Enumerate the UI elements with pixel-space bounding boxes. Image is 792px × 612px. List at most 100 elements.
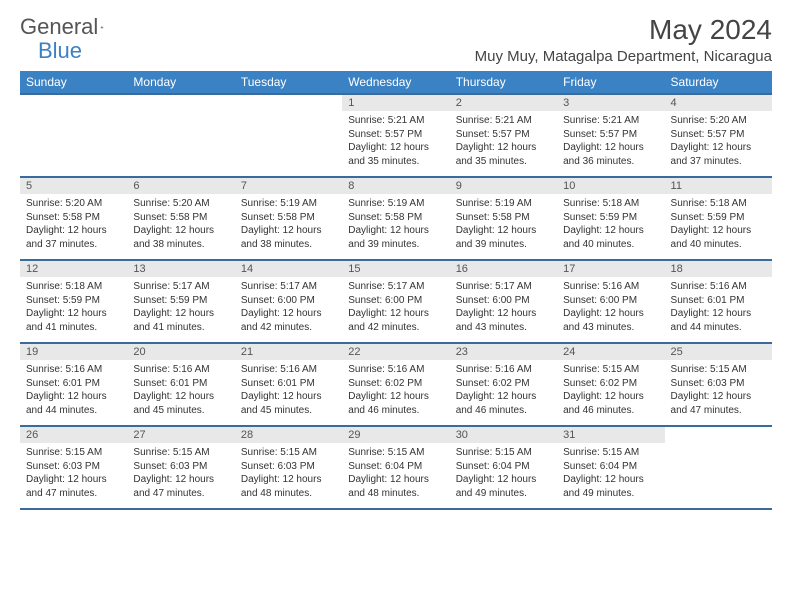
calendar-cell: 3Sunrise: 5:21 AMSunset: 5:57 PMDaylight… <box>557 94 664 177</box>
day-details: Sunrise: 5:16 AMSunset: 6:02 PMDaylight:… <box>342 360 449 425</box>
day-header: Friday <box>557 71 664 94</box>
brand-logo: General <box>20 14 122 40</box>
day-number: 25 <box>665 344 772 360</box>
day-details: Sunrise: 5:15 AMSunset: 6:03 PMDaylight:… <box>20 443 127 508</box>
day-number: 14 <box>235 261 342 277</box>
calendar-cell: 11Sunrise: 5:18 AMSunset: 5:59 PMDayligh… <box>665 177 772 260</box>
calendar-cell: 0 <box>665 426 772 509</box>
day-number: 15 <box>342 261 449 277</box>
day-details: Sunrise: 5:19 AMSunset: 5:58 PMDaylight:… <box>235 194 342 259</box>
day-header: Monday <box>127 71 234 94</box>
calendar-cell: 10Sunrise: 5:18 AMSunset: 5:59 PMDayligh… <box>557 177 664 260</box>
calendar-cell: 1Sunrise: 5:21 AMSunset: 5:57 PMDaylight… <box>342 94 449 177</box>
day-details: Sunrise: 5:17 AMSunset: 6:00 PMDaylight:… <box>235 277 342 342</box>
day-number: 16 <box>450 261 557 277</box>
calendar-cell: 8Sunrise: 5:19 AMSunset: 5:58 PMDaylight… <box>342 177 449 260</box>
day-number: 23 <box>450 344 557 360</box>
day-number: 19 <box>20 344 127 360</box>
calendar-cell: 21Sunrise: 5:16 AMSunset: 6:01 PMDayligh… <box>235 343 342 426</box>
day-number: 30 <box>450 427 557 443</box>
day-details: Sunrise: 5:20 AMSunset: 5:58 PMDaylight:… <box>20 194 127 259</box>
calendar-cell: 18Sunrise: 5:16 AMSunset: 6:01 PMDayligh… <box>665 260 772 343</box>
day-number: 5 <box>20 178 127 194</box>
day-number: 11 <box>665 178 772 194</box>
day-details: Sunrise: 5:18 AMSunset: 5:59 PMDaylight:… <box>20 277 127 342</box>
day-details: Sunrise: 5:17 AMSunset: 6:00 PMDaylight:… <box>342 277 449 342</box>
day-header: Sunday <box>20 71 127 94</box>
day-details: Sunrise: 5:16 AMSunset: 6:00 PMDaylight:… <box>557 277 664 342</box>
calendar-cell: 22Sunrise: 5:16 AMSunset: 6:02 PMDayligh… <box>342 343 449 426</box>
day-number: 21 <box>235 344 342 360</box>
sail-icon <box>100 18 104 36</box>
day-details: Sunrise: 5:21 AMSunset: 5:57 PMDaylight:… <box>342 111 449 176</box>
calendar-cell: 17Sunrise: 5:16 AMSunset: 6:00 PMDayligh… <box>557 260 664 343</box>
day-details: Sunrise: 5:15 AMSunset: 6:04 PMDaylight:… <box>557 443 664 508</box>
day-details: Sunrise: 5:16 AMSunset: 6:02 PMDaylight:… <box>450 360 557 425</box>
calendar-table: SundayMondayTuesdayWednesdayThursdayFrid… <box>20 71 772 510</box>
day-details: Sunrise: 5:15 AMSunset: 6:03 PMDaylight:… <box>665 360 772 425</box>
calendar-cell: 15Sunrise: 5:17 AMSunset: 6:00 PMDayligh… <box>342 260 449 343</box>
day-number: 31 <box>557 427 664 443</box>
calendar-cell: 4Sunrise: 5:20 AMSunset: 5:57 PMDaylight… <box>665 94 772 177</box>
day-details: Sunrise: 5:21 AMSunset: 5:57 PMDaylight:… <box>557 111 664 176</box>
calendar-cell: 26Sunrise: 5:15 AMSunset: 6:03 PMDayligh… <box>20 426 127 509</box>
calendar-cell: 14Sunrise: 5:17 AMSunset: 6:00 PMDayligh… <box>235 260 342 343</box>
day-number: 7 <box>235 178 342 194</box>
day-number: 29 <box>342 427 449 443</box>
calendar-cell: 23Sunrise: 5:16 AMSunset: 6:02 PMDayligh… <box>450 343 557 426</box>
day-details: Sunrise: 5:15 AMSunset: 6:02 PMDaylight:… <box>557 360 664 425</box>
day-details: Sunrise: 5:16 AMSunset: 6:01 PMDaylight:… <box>665 277 772 342</box>
calendar-cell: 0 <box>20 94 127 177</box>
day-number: 13 <box>127 261 234 277</box>
day-details: Sunrise: 5:19 AMSunset: 5:58 PMDaylight:… <box>342 194 449 259</box>
calendar-cell: 20Sunrise: 5:16 AMSunset: 6:01 PMDayligh… <box>127 343 234 426</box>
day-details: Sunrise: 5:16 AMSunset: 6:01 PMDaylight:… <box>127 360 234 425</box>
day-details: Sunrise: 5:15 AMSunset: 6:03 PMDaylight:… <box>127 443 234 508</box>
calendar-cell: 2Sunrise: 5:21 AMSunset: 5:57 PMDaylight… <box>450 94 557 177</box>
calendar-cell: 16Sunrise: 5:17 AMSunset: 6:00 PMDayligh… <box>450 260 557 343</box>
day-details: Sunrise: 5:15 AMSunset: 6:03 PMDaylight:… <box>235 443 342 508</box>
day-details: Sunrise: 5:15 AMSunset: 6:04 PMDaylight:… <box>342 443 449 508</box>
day-number: 28 <box>235 427 342 443</box>
day-details: Sunrise: 5:21 AMSunset: 5:57 PMDaylight:… <box>450 111 557 176</box>
calendar-cell: 28Sunrise: 5:15 AMSunset: 6:03 PMDayligh… <box>235 426 342 509</box>
day-number: 2 <box>450 95 557 111</box>
day-header: Wednesday <box>342 71 449 94</box>
calendar-cell: 30Sunrise: 5:15 AMSunset: 6:04 PMDayligh… <box>450 426 557 509</box>
calendar-cell: 12Sunrise: 5:18 AMSunset: 5:59 PMDayligh… <box>20 260 127 343</box>
day-details: Sunrise: 5:20 AMSunset: 5:58 PMDaylight:… <box>127 194 234 259</box>
calendar-cell: 9Sunrise: 5:19 AMSunset: 5:58 PMDaylight… <box>450 177 557 260</box>
calendar-cell: 19Sunrise: 5:16 AMSunset: 6:01 PMDayligh… <box>20 343 127 426</box>
day-number: 1 <box>342 95 449 111</box>
calendar-cell: 27Sunrise: 5:15 AMSunset: 6:03 PMDayligh… <box>127 426 234 509</box>
calendar-cell: 24Sunrise: 5:15 AMSunset: 6:02 PMDayligh… <box>557 343 664 426</box>
day-number: 24 <box>557 344 664 360</box>
calendar-cell: 31Sunrise: 5:15 AMSunset: 6:04 PMDayligh… <box>557 426 664 509</box>
day-details: Sunrise: 5:16 AMSunset: 6:01 PMDaylight:… <box>235 360 342 425</box>
month-title: May 2024 <box>475 14 772 46</box>
day-number: 22 <box>342 344 449 360</box>
day-header: Saturday <box>665 71 772 94</box>
brand-part2: Blue <box>38 38 82 64</box>
day-number: 6 <box>127 178 234 194</box>
day-number: 8 <box>342 178 449 194</box>
day-details: Sunrise: 5:19 AMSunset: 5:58 PMDaylight:… <box>450 194 557 259</box>
day-number: 27 <box>127 427 234 443</box>
calendar-cell: 25Sunrise: 5:15 AMSunset: 6:03 PMDayligh… <box>665 343 772 426</box>
day-number: 12 <box>20 261 127 277</box>
day-number: 26 <box>20 427 127 443</box>
calendar-cell: 6Sunrise: 5:20 AMSunset: 5:58 PMDaylight… <box>127 177 234 260</box>
day-details: Sunrise: 5:17 AMSunset: 5:59 PMDaylight:… <box>127 277 234 342</box>
calendar-cell: 7Sunrise: 5:19 AMSunset: 5:58 PMDaylight… <box>235 177 342 260</box>
brand-part1: General <box>20 14 98 40</box>
calendar-cell: 13Sunrise: 5:17 AMSunset: 5:59 PMDayligh… <box>127 260 234 343</box>
calendar-cell: 0 <box>235 94 342 177</box>
day-number: 10 <box>557 178 664 194</box>
calendar-cell: 29Sunrise: 5:15 AMSunset: 6:04 PMDayligh… <box>342 426 449 509</box>
day-details: Sunrise: 5:16 AMSunset: 6:01 PMDaylight:… <box>20 360 127 425</box>
calendar-cell: 0 <box>127 94 234 177</box>
day-number: 9 <box>450 178 557 194</box>
day-details: Sunrise: 5:20 AMSunset: 5:57 PMDaylight:… <box>665 111 772 176</box>
day-header: Thursday <box>450 71 557 94</box>
day-number: 17 <box>557 261 664 277</box>
